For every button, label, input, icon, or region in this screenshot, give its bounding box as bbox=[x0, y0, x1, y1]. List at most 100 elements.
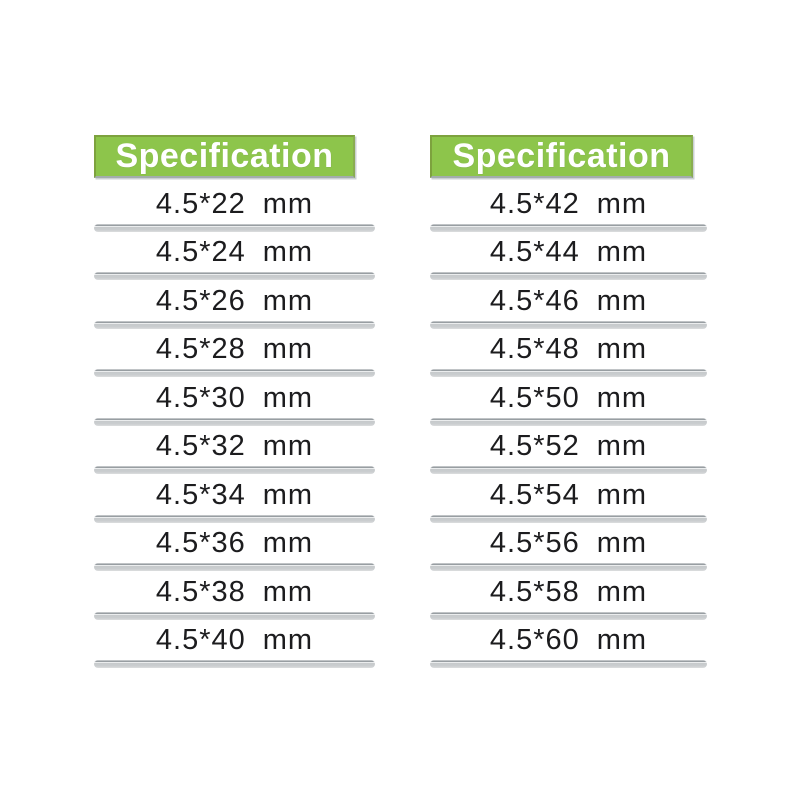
spec-size-value: 4.5*52 bbox=[489, 430, 580, 463]
separator-bar bbox=[94, 223, 375, 232]
spec-row: 4.5*56 mm bbox=[430, 523, 707, 571]
spec-size-value: 4.5*60 bbox=[489, 624, 580, 657]
spec-unit-label: mm bbox=[262, 624, 314, 657]
spec-row-text: 4.5*54 mm bbox=[430, 474, 707, 515]
separator-bar bbox=[94, 320, 375, 329]
spec-size-value: 4.5*32 bbox=[155, 430, 246, 463]
spec-row-text: 4.5*26 mm bbox=[94, 280, 375, 321]
spec-unit-label: mm bbox=[596, 284, 648, 317]
separator-bar bbox=[430, 514, 707, 523]
spec-unit-label: mm bbox=[596, 187, 648, 220]
spec-unit-label: mm bbox=[262, 478, 314, 511]
spec-row-text: 4.5*42 mm bbox=[430, 183, 707, 224]
spec-row-text: 4.5*30 mm bbox=[94, 377, 375, 418]
spec-row: 4.5*34 mm bbox=[94, 474, 375, 523]
spec-size-value: 4.5*44 bbox=[489, 236, 580, 269]
spec-unit-label: mm bbox=[262, 527, 314, 560]
spec-unit-label: mm bbox=[262, 284, 314, 317]
separator-bar bbox=[430, 660, 707, 668]
spec-size-value: 4.5*48 bbox=[489, 333, 580, 366]
separator-bar bbox=[430, 369, 707, 377]
spec-unit-label: mm bbox=[262, 381, 314, 414]
spec-row-text: 4.5*22 mm bbox=[94, 183, 375, 224]
spec-size-value: 4.5*42 bbox=[489, 187, 580, 220]
separator-bar bbox=[94, 514, 375, 523]
spec-row-text: 4.5*34 mm bbox=[94, 474, 375, 515]
spec-row: 4.5*40 mm bbox=[94, 620, 375, 668]
spec-unit-label: mm bbox=[596, 478, 648, 511]
spec-row-text: 4.5*24 mm bbox=[94, 232, 375, 273]
separator-bar bbox=[94, 563, 375, 571]
spec-row-text: 4.5*50 mm bbox=[430, 377, 707, 418]
spec-unit-label: mm bbox=[596, 430, 648, 463]
spec-row-text: 4.5*36 mm bbox=[94, 523, 375, 564]
separator-bar bbox=[94, 611, 375, 620]
separator-bar bbox=[430, 611, 707, 620]
spec-header-left: Specification bbox=[94, 135, 355, 178]
spec-row-text: 4.5*56 mm bbox=[430, 523, 707, 564]
spec-size-value: 4.5*22 bbox=[155, 187, 246, 220]
spec-size-value: 4.5*50 bbox=[489, 381, 580, 414]
separator-bar bbox=[430, 223, 707, 232]
spec-row: 4.5*44 mm bbox=[430, 232, 707, 280]
separator-bar bbox=[94, 369, 375, 377]
spec-row-text: 4.5*48 mm bbox=[430, 329, 707, 370]
spec-row-text: 4.5*60 mm bbox=[430, 620, 707, 661]
spec-unit-label: mm bbox=[262, 430, 314, 463]
spec-size-value: 4.5*58 bbox=[489, 575, 580, 608]
spec-unit-label: mm bbox=[262, 187, 314, 220]
spec-row: 4.5*22 mm bbox=[94, 183, 375, 232]
separator-bar bbox=[430, 417, 707, 426]
spec-row: 4.5*24 mm bbox=[94, 232, 375, 280]
spec-size-value: 4.5*26 bbox=[155, 284, 246, 317]
spec-size-value: 4.5*46 bbox=[489, 284, 580, 317]
spec-unit-label: mm bbox=[596, 333, 648, 366]
spec-row: 4.5*42 mm bbox=[430, 183, 707, 232]
spec-size-value: 4.5*56 bbox=[489, 527, 580, 560]
spec-unit-label: mm bbox=[596, 527, 648, 560]
separator-bar bbox=[430, 563, 707, 571]
spec-row: 4.5*28 mm bbox=[94, 329, 375, 377]
spec-row-text: 4.5*58 mm bbox=[430, 571, 707, 612]
spec-size-value: 4.5*34 bbox=[155, 478, 246, 511]
spec-row-text: 4.5*40 mm bbox=[94, 620, 375, 661]
spec-header-right: Specification bbox=[430, 135, 693, 178]
spec-size-value: 4.5*28 bbox=[155, 333, 246, 366]
spec-unit-label: mm bbox=[262, 575, 314, 608]
spec-unit-label: mm bbox=[596, 381, 648, 414]
spec-rows-right: 4.5*42 mm 4.5*44 mm 4.5*46 mm bbox=[430, 183, 707, 668]
spec-row-text: 4.5*52 mm bbox=[430, 426, 707, 467]
spec-unit-label: mm bbox=[596, 624, 648, 657]
separator-bar bbox=[94, 466, 375, 474]
spec-row-text: 4.5*28 mm bbox=[94, 329, 375, 370]
spec-row-text: 4.5*46 mm bbox=[430, 280, 707, 321]
spec-row: 4.5*54 mm bbox=[430, 474, 707, 523]
spec-unit-label: mm bbox=[262, 333, 314, 366]
separator-bar bbox=[94, 272, 375, 280]
spec-size-value: 4.5*54 bbox=[489, 478, 580, 511]
spec-unit-label: mm bbox=[596, 575, 648, 608]
spec-row: 4.5*48 mm bbox=[430, 329, 707, 377]
spec-row: 4.5*38 mm bbox=[94, 571, 375, 620]
spec-size-value: 4.5*24 bbox=[155, 236, 246, 269]
spec-row-text: 4.5*38 mm bbox=[94, 571, 375, 612]
spec-size-value: 4.5*30 bbox=[155, 381, 246, 414]
spec-unit-label: mm bbox=[262, 236, 314, 269]
spec-column-right: Specification 4.5*42 mm 4.5*44 mm bbox=[430, 135, 707, 668]
separator-bar bbox=[94, 417, 375, 426]
separator-bar bbox=[94, 660, 375, 668]
spec-row: 4.5*46 mm bbox=[430, 280, 707, 329]
spec-row: 4.5*58 mm bbox=[430, 571, 707, 620]
spec-column-left: Specification 4.5*22 mm 4.5*24 mm bbox=[94, 135, 375, 668]
spec-row: 4.5*32 mm bbox=[94, 426, 375, 474]
spec-row-text: 4.5*32 mm bbox=[94, 426, 375, 467]
spec-size-value: 4.5*36 bbox=[155, 527, 246, 560]
spec-row: 4.5*36 mm bbox=[94, 523, 375, 571]
spec-size-value: 4.5*38 bbox=[155, 575, 246, 608]
separator-bar bbox=[430, 320, 707, 329]
spec-row: 4.5*50 mm bbox=[430, 377, 707, 426]
spec-size-value: 4.5*40 bbox=[155, 624, 246, 657]
spec-row: 4.5*26 mm bbox=[94, 280, 375, 329]
spec-row: 4.5*60 mm bbox=[430, 620, 707, 668]
